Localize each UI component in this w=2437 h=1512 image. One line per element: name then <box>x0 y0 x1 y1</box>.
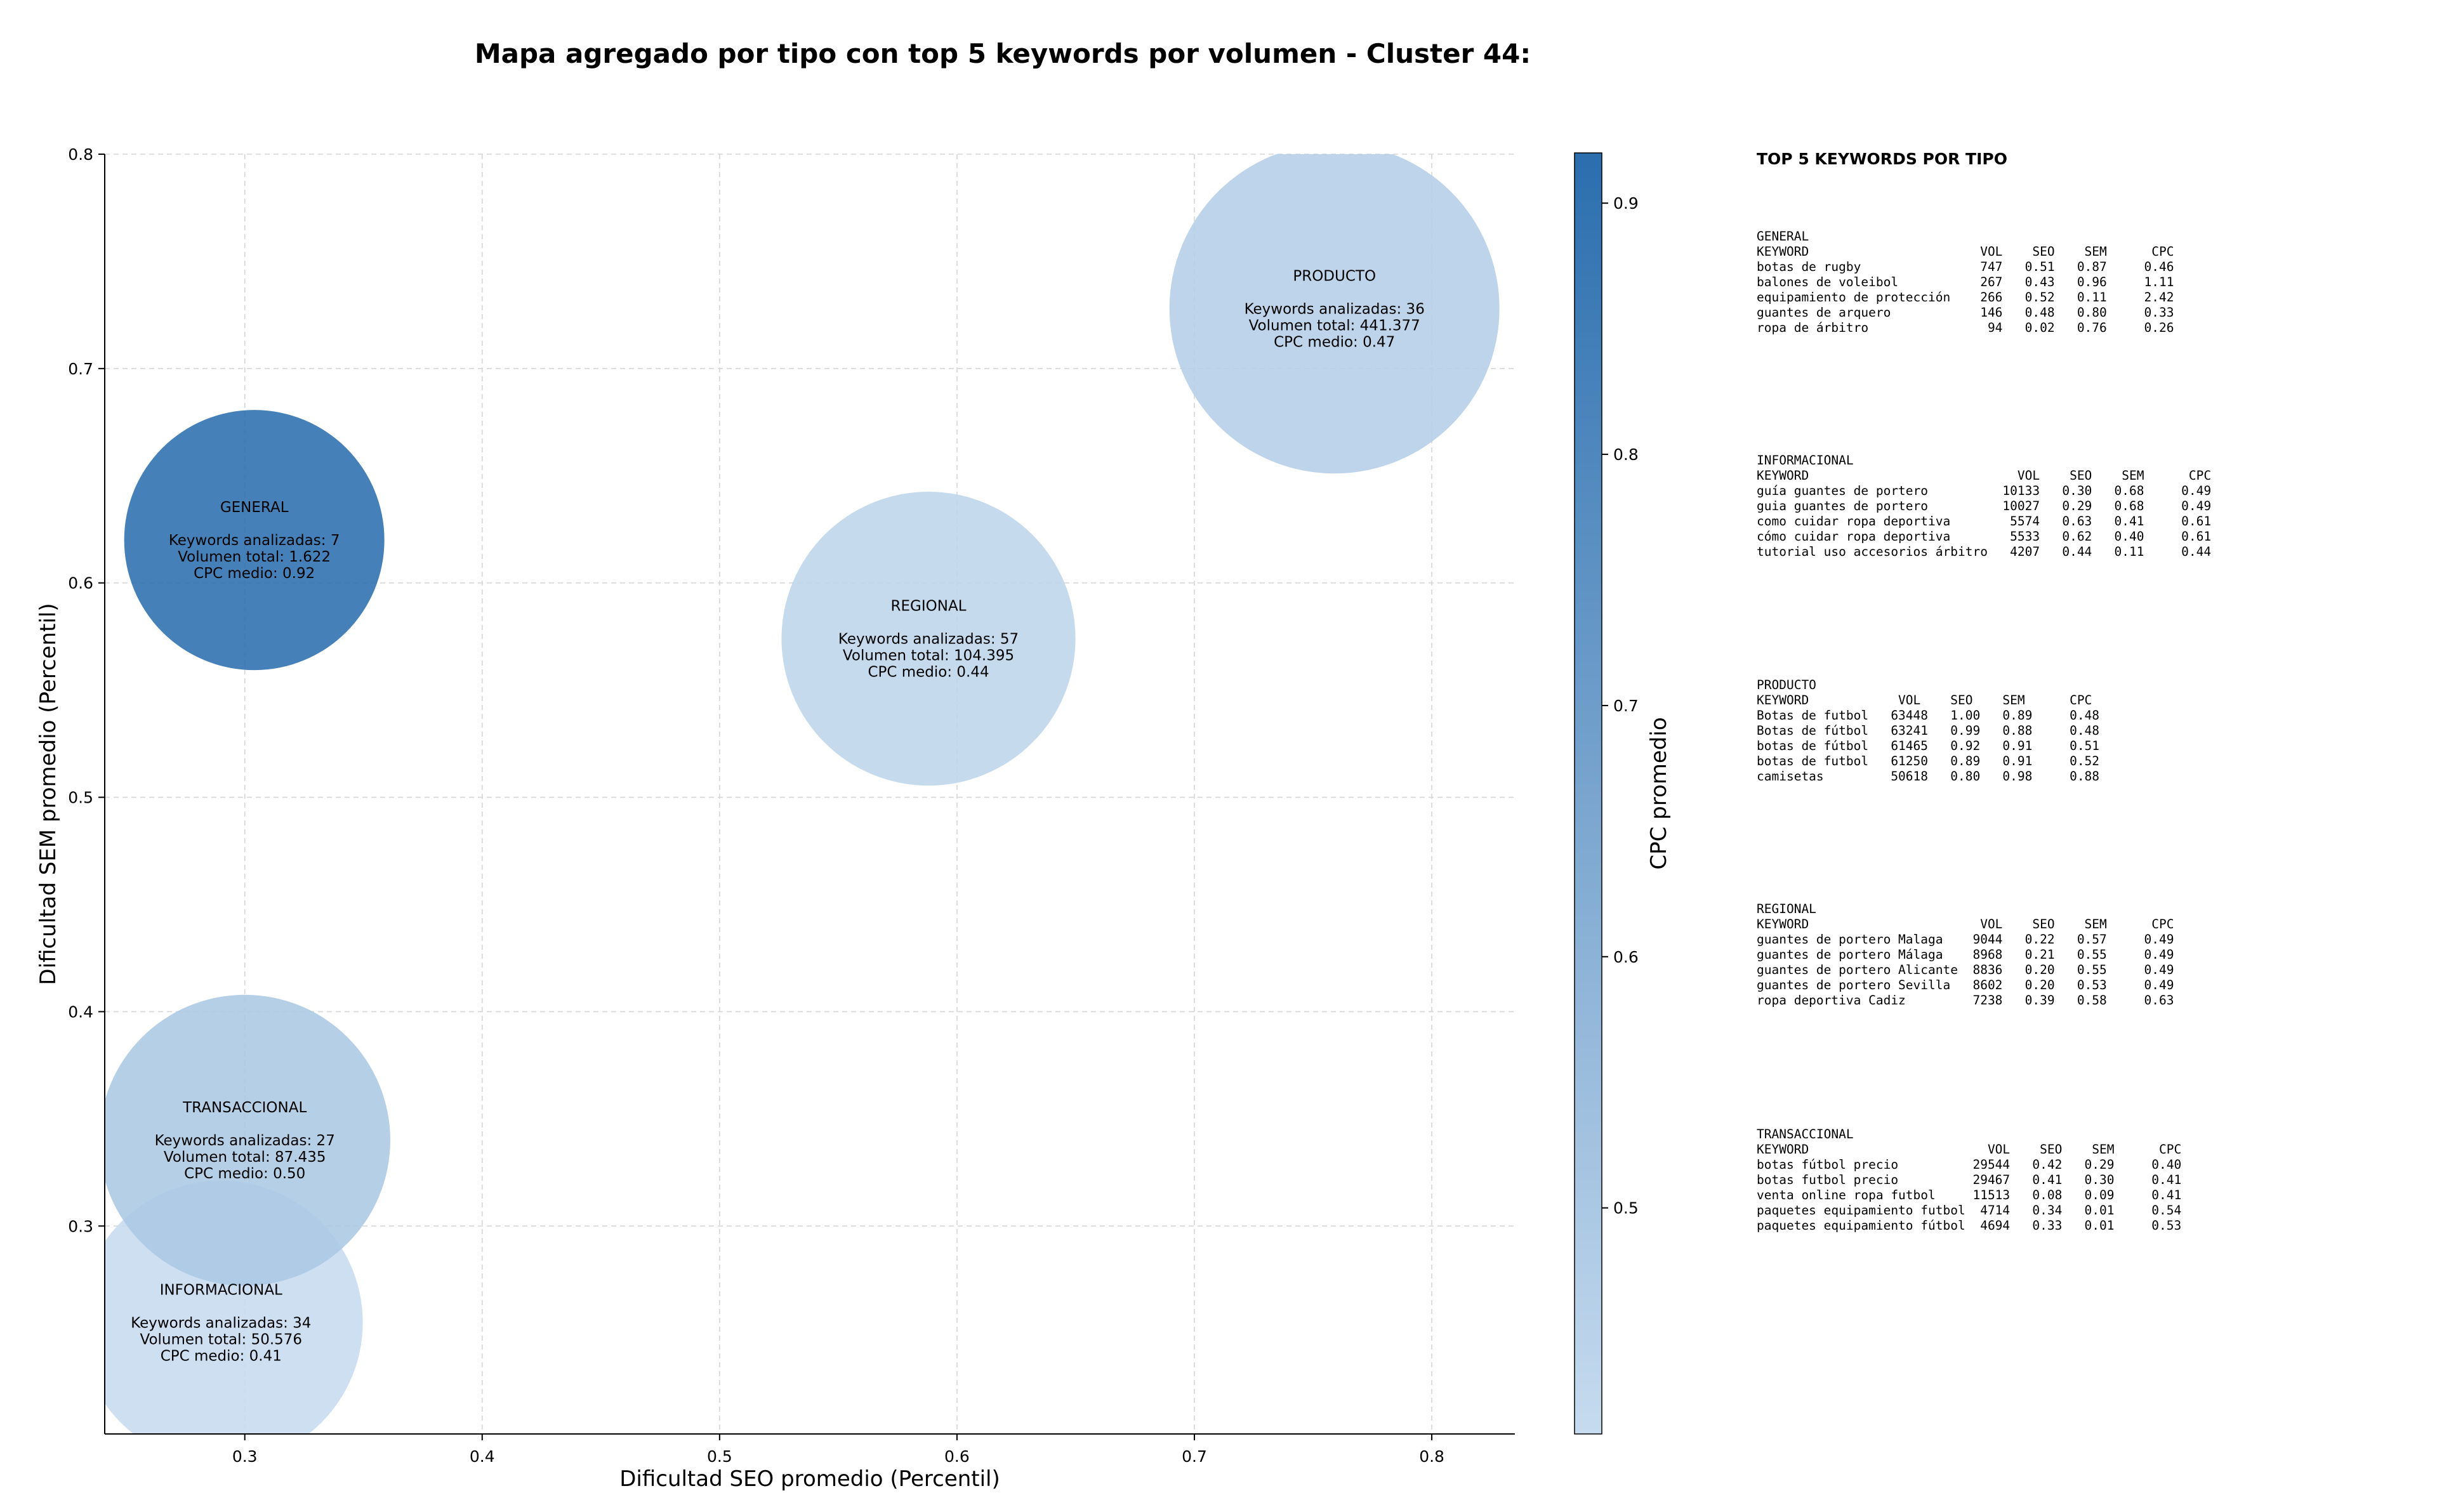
bubble-regional <box>781 491 1076 786</box>
colorbar-tick-label: 0.8 <box>1613 445 1639 464</box>
bubble-label: INFORMACIONAL <box>160 1282 282 1298</box>
y-tick-label: 0.8 <box>68 145 93 164</box>
bubble-producto <box>1169 154 1500 474</box>
colorbar-label: CPC promedio <box>1646 717 1672 869</box>
bubble-label: CPC medio: 0.44 <box>868 664 989 681</box>
bubble-label: Keywords analizadas: 27 <box>155 1133 335 1149</box>
y-tick-label: 0.6 <box>68 574 93 593</box>
y-tick-label: 0.7 <box>68 360 93 378</box>
chart-title: Mapa agregado por tipo con top 5 keyword… <box>474 38 1531 69</box>
x-tick-label: 0.3 <box>232 1447 258 1466</box>
bubble-label: Volumen total: 87.435 <box>164 1149 326 1166</box>
keyword-table-general: GENERAL KEYWORD VOL SEO SEM CPC botas de… <box>1757 229 2174 335</box>
bubble-label: CPC medio: 0.50 <box>184 1166 305 1182</box>
top-keywords-title: TOP 5 KEYWORDS POR TIPO <box>1757 150 2007 168</box>
bubble-label: CPC medio: 0.47 <box>1274 334 1395 350</box>
bubble-label: PRODUCTO <box>1293 268 1376 284</box>
y-axis-label: Dificultad SEM promedio (Percentil) <box>36 603 61 985</box>
colorbar-tick-label: 0.5 <box>1613 1199 1639 1218</box>
x-tick-label: 0.7 <box>1182 1447 1207 1466</box>
colorbar: 0.5 0.6 0.7 0.8 0.9 CPC promedio <box>1574 152 1672 1435</box>
x-tick-label: 0.6 <box>944 1447 970 1466</box>
x-tick-label: 0.4 <box>470 1447 495 1466</box>
y-tick-label: 0.4 <box>68 1003 93 1021</box>
bubble-general <box>124 410 385 671</box>
y-tick-label: 0.3 <box>68 1217 93 1235</box>
bubble-label: Keywords analizadas: 57 <box>838 631 1019 648</box>
bubble-transaccional <box>105 994 390 1286</box>
bubble-label: Volumen total: 104.395 <box>843 648 1014 664</box>
keyword-table-regional: REGIONAL KEYWORD VOL SEO SEM CPC guantes… <box>1757 902 2174 1008</box>
bubble-label: Volumen total: 1.622 <box>178 549 331 565</box>
bubble-label: Volumen total: 50.576 <box>140 1331 303 1348</box>
bubble-label: CPC medio: 0.41 <box>161 1348 282 1364</box>
bubble-label: CPC medio: 0.92 <box>194 565 315 582</box>
colorbar-tick-label: 0.7 <box>1613 697 1639 715</box>
axes: 0.3 0.4 0.5 0.6 0.7 0.8 0.3 0.4 0.5 0.6 0.7 0.8 Difi… <box>36 145 1515 1492</box>
colorbar-tick-label: 0.6 <box>1613 948 1639 966</box>
keyword-table-informacional: INFORMACIONAL KEYWORD VOL SEO SEM CPC gu… <box>1757 453 2212 559</box>
bubble-label: Volumen total: 441.377 <box>1249 317 1420 334</box>
keyword-table-producto: PRODUCTO KEYWORD VOL SEO SEM CPC Botas d… <box>1757 678 2100 784</box>
colorbar-gradient <box>1574 152 1602 1435</box>
x-tick-label: 0.8 <box>1419 1447 1444 1466</box>
y-tick-label: 0.5 <box>68 789 93 807</box>
bubble-label: Keywords analizadas: 7 <box>169 532 340 549</box>
bubble-label: GENERAL <box>220 499 289 516</box>
bubble-label: Keywords analizadas: 34 <box>131 1315 311 1331</box>
bubble-label: TRANSACCIONAL <box>182 1100 307 1116</box>
x-axis-label: Dificultad SEO promedio (Percentil) <box>619 1466 1000 1492</box>
bubble-label: Keywords analizadas: 36 <box>1245 301 1425 317</box>
keyword-table-transaccional: TRANSACCIONAL KEYWORD VOL SEO SEM CPC bo… <box>1757 1127 2182 1233</box>
x-tick-label: 0.5 <box>707 1447 732 1466</box>
colorbar-tick-label: 0.9 <box>1613 194 1639 213</box>
bubble-label: REGIONAL <box>891 598 967 615</box>
